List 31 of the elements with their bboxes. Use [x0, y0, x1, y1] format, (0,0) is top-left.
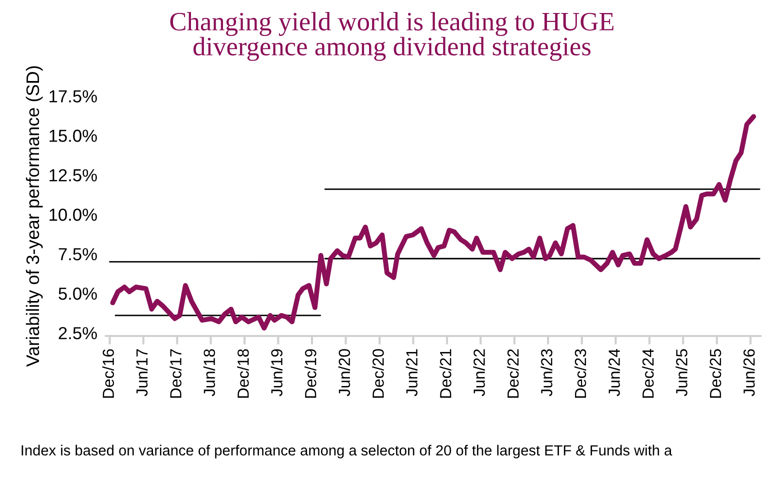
x-tick-label: Dec/21	[440, 349, 452, 398]
x-tick-label: Dec/18	[237, 349, 249, 398]
x-tick-label: Dec/25	[709, 349, 722, 398]
text: Index is based on variance of performance among a selecton of 20 of the largest ETF & Funds with a	[22, 444, 672, 458]
x-tick-label: Jun/23	[540, 349, 552, 396]
x-tick-label: Jun/19	[270, 349, 282, 396]
y-tick-label: 12.5%	[50, 169, 97, 182]
y-tick-label: 2.5%	[58, 327, 97, 340]
x-tick-label: Dec/16	[102, 349, 114, 398]
x-tick-label: Dec/23	[574, 349, 586, 398]
y-tick-label: 17.5%	[50, 90, 97, 102]
x-tick-label: Jun/18	[203, 349, 216, 396]
x-tick-label: Jun/26	[743, 349, 755, 396]
y-tick-label: 15.0%	[50, 130, 97, 142]
chart-title: Changing yield world is leading to HUGE divergence among dividend strategies	[170, 12, 614, 61]
x-tick-label: Jun/22	[473, 349, 485, 396]
x-tick-label: Dec/17	[170, 349, 182, 398]
y-tick-label: 10.0%	[50, 208, 97, 221]
x-tick-label: Dec/24	[642, 348, 654, 398]
x-tick-label: Dec/20	[372, 349, 384, 398]
x-tick-label: Jun/21	[406, 349, 418, 396]
line-series	[110, 114, 756, 331]
x-tick-label: Jun/24	[608, 348, 620, 396]
x-tick-label: Jun/25	[676, 349, 688, 396]
x-tick-label: Dec/22	[506, 349, 519, 398]
y-axis-title: Variability of 3-year performance (SD)	[26, 66, 43, 367]
x-tick-label: Jun/20	[338, 349, 350, 396]
x-tick-label: Dec/19	[304, 349, 316, 398]
y-tick-label: 7.5%	[58, 248, 97, 260]
y-tick-label: 5.0%	[58, 288, 97, 300]
x-tick-label: Jun/17	[136, 349, 148, 396]
